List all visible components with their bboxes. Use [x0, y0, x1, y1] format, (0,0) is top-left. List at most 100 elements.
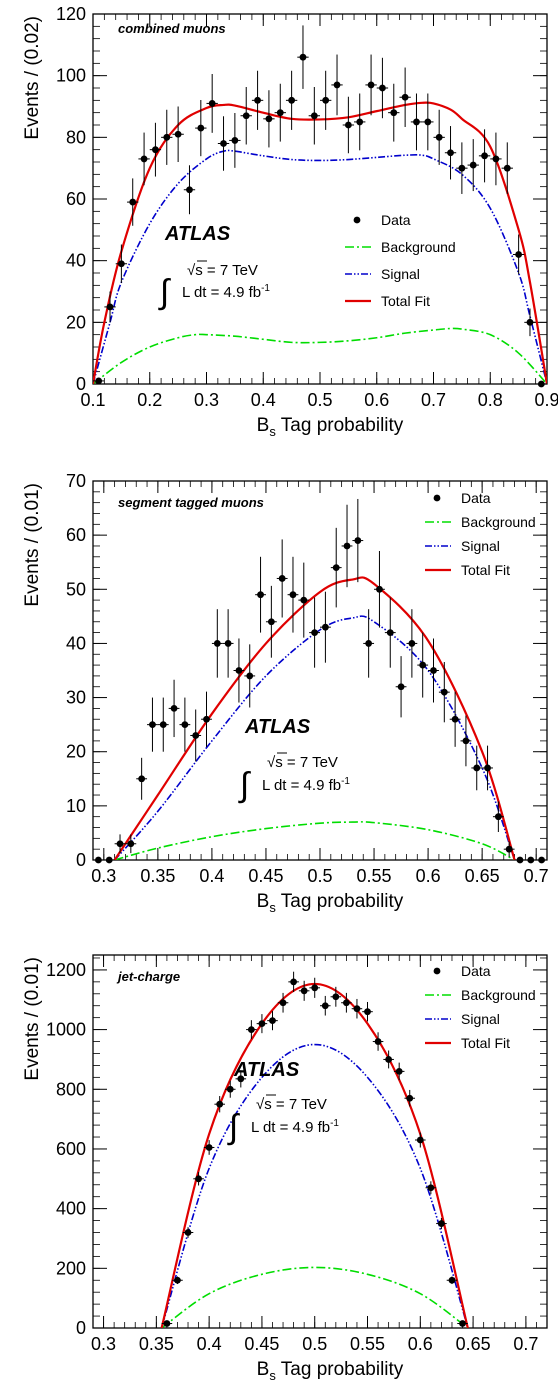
data-point-marker	[356, 118, 364, 126]
data-point-marker	[290, 978, 298, 986]
legend-label: Background	[461, 514, 536, 530]
data-point-marker	[205, 1144, 213, 1151]
data-point-marker	[469, 161, 477, 169]
y-tick-label: 0	[76, 1318, 86, 1338]
data-point-marker	[353, 1005, 361, 1013]
legend-label: Signal	[381, 266, 420, 282]
data-point-marker	[117, 260, 125, 268]
data-point-marker	[213, 640, 221, 647]
series-total-fit-curve	[113, 576, 516, 860]
data-point-marker	[515, 251, 523, 258]
x-tick-label: 0.1	[80, 390, 105, 410]
legend-marker-data	[433, 494, 441, 502]
data-point-marker	[138, 775, 146, 783]
data-point-marker	[300, 596, 308, 604]
x-tick-label: 0.6	[408, 1334, 433, 1354]
x-axis-title: Bs Tag probability	[257, 891, 404, 915]
y-tick-label: 120	[56, 4, 86, 24]
data-point-marker	[481, 152, 488, 160]
x-tick-label: 0.7	[421, 390, 446, 410]
x-tick-label: 0.5	[307, 390, 332, 410]
data-point-marker	[163, 133, 171, 141]
data-points	[93, 25, 547, 388]
x-tick-label: 0.7	[513, 1334, 538, 1354]
legend-label: Background	[461, 987, 536, 1003]
x-tick-label: 0.3	[91, 1334, 116, 1354]
luminosity-label: L dt = 4.9 fb-1	[251, 1118, 339, 1136]
data-point-marker	[254, 96, 261, 104]
data-point-marker	[247, 1026, 255, 1033]
x-tick-label: 0.5	[302, 1334, 327, 1354]
data-point-marker	[267, 618, 275, 626]
data-point-marker	[430, 667, 437, 674]
y-tick-label: 0	[76, 850, 86, 870]
data-point-marker	[492, 155, 500, 163]
chart-panel-2: 0.3 0.35 0.4 0.45 0.5 0.55 0.6 0.65 0.7 0 10 20 30 40…	[22, 471, 549, 915]
series-background-curve	[93, 327, 547, 384]
x-tick-label: 0.35	[140, 866, 175, 886]
data-point-marker	[374, 1038, 382, 1045]
data-point-marker	[438, 1220, 445, 1227]
series-signal-curve	[93, 149, 547, 384]
x-tick-label: 0.7	[524, 866, 549, 886]
data-point-marker	[195, 1175, 202, 1183]
series-signal-curve	[114, 615, 516, 860]
data-point-marker	[140, 155, 148, 163]
data-point-marker	[413, 118, 420, 126]
y-axis-title: Events / (0.01)	[22, 957, 43, 1081]
data-point-marker	[473, 764, 481, 772]
data-point-marker	[95, 377, 103, 385]
data-point-marker	[216, 1100, 224, 1108]
data-point-marker	[527, 856, 535, 864]
data-points	[93, 498, 547, 864]
x-tick-label: 0.6	[364, 390, 389, 410]
chart-panel-3: 0.3 0.35 0.4 0.45 0.5 0.55 0.6 0.65 0.7 0 200 400 60…	[22, 954, 548, 1383]
data-point-marker	[152, 146, 159, 154]
luminosity-label: L dt = 4.9 fb-1	[182, 283, 270, 301]
data-point-marker	[484, 764, 491, 772]
data-point-marker	[322, 96, 330, 104]
data-point-marker	[503, 164, 511, 172]
data-point-marker	[208, 100, 216, 107]
data-point-marker	[149, 721, 156, 729]
x-tick-label: 0.65	[465, 866, 500, 886]
y-tick-label: 50	[66, 579, 86, 599]
data-point-marker	[451, 715, 459, 723]
legend: Data Background Signal Total Fit	[345, 212, 456, 309]
data-point-marker	[257, 591, 264, 599]
data-point-marker	[462, 737, 470, 745]
x-tick-label: 0.65	[456, 1334, 491, 1354]
experiment-label: ATLAS	[244, 716, 311, 738]
x-tick-label: 0.4	[251, 390, 276, 410]
y-tick-label: 600	[56, 1139, 86, 1159]
data-point-marker	[537, 380, 545, 388]
x-tick-label: 0.4	[199, 866, 224, 886]
data-point-marker	[95, 856, 102, 864]
plot-frame	[92, 954, 548, 1329]
x-tick-label: 0.45	[244, 1334, 279, 1354]
luminosity-label: L dt = 4.9 fb-1	[262, 776, 350, 794]
data-point-marker	[385, 1056, 393, 1063]
legend-label: Signal	[461, 538, 500, 554]
data-point-marker	[321, 1002, 329, 1010]
data-point-marker	[174, 1276, 181, 1284]
fit-curves	[113, 576, 516, 860]
data-point-marker	[224, 640, 232, 647]
data-point-marker	[106, 303, 114, 311]
data-point-marker	[289, 591, 297, 599]
data-point-marker	[343, 542, 351, 550]
data-point-marker	[367, 81, 375, 89]
x-tick-label: 0.55	[357, 866, 392, 886]
y-tick-label: 60	[66, 189, 86, 209]
data-point-marker	[332, 564, 340, 572]
data-point-marker	[159, 721, 167, 729]
plot-frame	[92, 13, 548, 385]
x-tick-label: 0.45	[248, 866, 283, 886]
data-point-marker	[310, 112, 318, 120]
panel-label: segment tagged muons	[118, 495, 264, 510]
y-axis-title: Events / (0.01)	[22, 483, 43, 607]
data-point-marker	[458, 164, 466, 172]
data-point-marker	[220, 140, 227, 147]
data-point-marker	[276, 109, 284, 117]
data-point-marker	[116, 840, 124, 848]
